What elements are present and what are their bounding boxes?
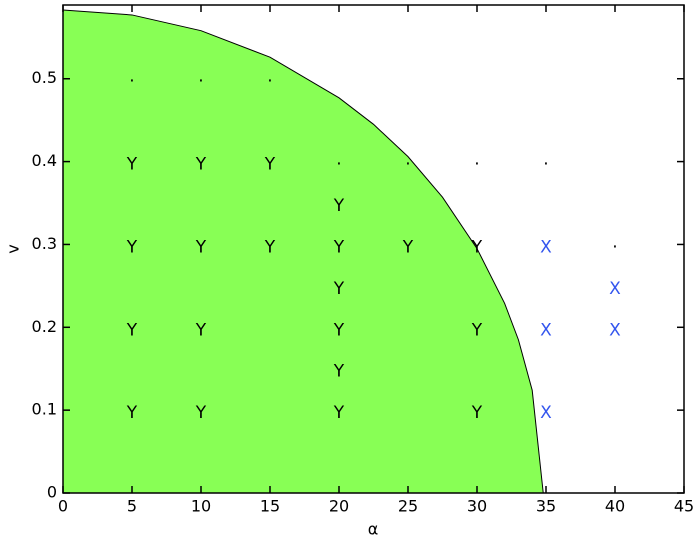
- x-tick-label: 30: [467, 497, 487, 516]
- point-marker: Y: [264, 155, 276, 175]
- point-marker: X: [540, 320, 552, 340]
- x-tick-label: 35: [536, 497, 556, 516]
- y-tick-label: 0.4: [32, 151, 57, 170]
- point-marker: Y: [195, 320, 207, 340]
- point-marker: ·: [474, 155, 479, 175]
- point-marker: ·: [198, 72, 203, 92]
- x-tick-label: 5: [127, 497, 137, 516]
- point-marker: Y: [126, 237, 138, 257]
- point-marker: ·: [267, 72, 272, 92]
- x-tick-label: 45: [674, 497, 694, 516]
- point-marker: Y: [333, 196, 345, 216]
- x-tick-label: 20: [329, 497, 349, 516]
- x-tick-label: 0: [58, 497, 68, 516]
- point-marker: ·: [405, 155, 410, 175]
- point-marker: ·: [543, 155, 548, 175]
- plot-frame: [62, 4, 685, 494]
- point-marker: Y: [126, 403, 138, 423]
- region-boundary: [62, 9, 544, 494]
- x-tick-label: 15: [260, 497, 280, 516]
- point-marker: Y: [471, 237, 483, 257]
- point-marker: Y: [333, 320, 345, 340]
- point-marker: Y: [402, 237, 414, 257]
- point-marker: X: [540, 237, 552, 257]
- point-marker: Y: [333, 362, 345, 382]
- y-tick-label: 0.5: [32, 68, 57, 87]
- point-marker: Y: [471, 320, 483, 340]
- y-tick-label: 0.2: [32, 317, 57, 336]
- point-marker: ·: [336, 155, 341, 175]
- x-tick-label: 40: [605, 497, 625, 516]
- point-marker: Y: [195, 403, 207, 423]
- y-tick-label: 0.1: [32, 400, 57, 419]
- x-axis-label: α: [368, 520, 379, 539]
- point-marker: ·: [612, 237, 617, 257]
- point-marker: Y: [195, 155, 207, 175]
- point-marker: Y: [126, 155, 138, 175]
- point-marker: X: [540, 403, 552, 423]
- point-marker: Y: [195, 237, 207, 257]
- y-tick-label: 0: [47, 483, 57, 502]
- x-tick-label: 25: [398, 497, 418, 516]
- point-marker: ·: [129, 72, 134, 92]
- point-marker: Y: [264, 237, 276, 257]
- point-marker: Y: [333, 279, 345, 299]
- region: [63, 9, 544, 494]
- point-marker: Y: [471, 403, 483, 423]
- point-marker: X: [609, 320, 621, 340]
- x-tick-label: 10: [191, 497, 211, 516]
- y-axis-label: v: [4, 244, 23, 253]
- y-tick-label: 0.3: [32, 234, 57, 253]
- point-marker: X: [609, 279, 621, 299]
- point-marker: Y: [126, 320, 138, 340]
- point-marker: Y: [333, 403, 345, 423]
- point-marker: Y: [333, 237, 345, 257]
